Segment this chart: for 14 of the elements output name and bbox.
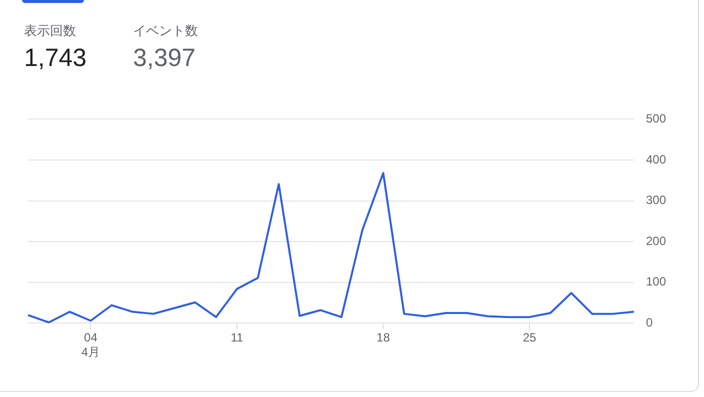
y-tick-label: 400 xyxy=(646,152,666,166)
x-tick-label: 04 4月 xyxy=(81,330,100,360)
x-tick-label: 11 xyxy=(230,330,244,345)
text: 1,743 xyxy=(24,44,87,73)
text: 表示回数 xyxy=(24,23,77,40)
x-tick-label: 25 xyxy=(522,330,536,345)
y-tick-label: 200 xyxy=(646,234,666,248)
y-tick-label: 0 xyxy=(646,316,653,330)
x-tick-label: 18 xyxy=(376,330,390,345)
text: イベント数 xyxy=(133,23,198,40)
y-tick-label: 100 xyxy=(646,274,666,289)
text: 3,397 xyxy=(133,44,197,73)
y-tick-label: 500 xyxy=(646,112,666,126)
y-tick-label: 300 xyxy=(646,193,666,208)
